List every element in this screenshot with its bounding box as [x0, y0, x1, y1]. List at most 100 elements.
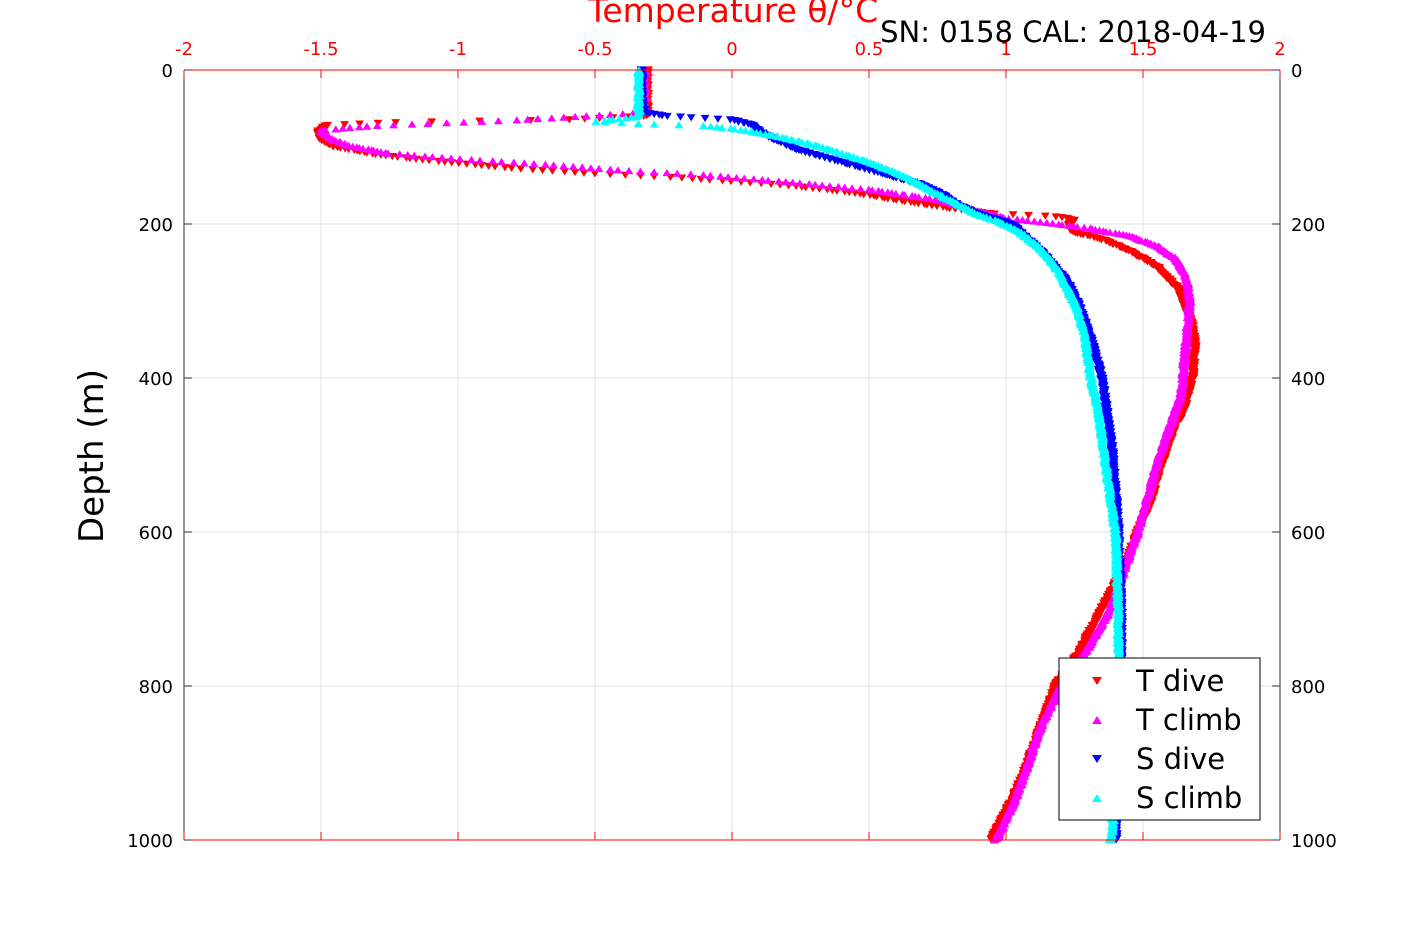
- data-point: [1012, 215, 1022, 223]
- data-point: [636, 167, 645, 175]
- data-point: [409, 151, 419, 159]
- data-point: [763, 176, 773, 184]
- data-point: [484, 162, 493, 170]
- data-point: [579, 169, 589, 177]
- x-tick-label: -2: [175, 39, 193, 60]
- data-point: [559, 113, 569, 121]
- x-tick-label: -1.5: [303, 39, 338, 60]
- data-point: [493, 116, 503, 125]
- data-point: [549, 161, 559, 169]
- x-tick-label: 0.5: [855, 39, 884, 60]
- legend-label: T dive: [1135, 664, 1224, 698]
- data-point: [900, 191, 910, 199]
- data-point: [590, 170, 600, 178]
- y-tick-label-right: 200: [1291, 215, 1325, 236]
- data-point: [512, 116, 522, 124]
- data-point: [795, 179, 805, 187]
- data-point: [528, 166, 538, 174]
- legend: T dive T climb S dive S climb: [1058, 657, 1261, 821]
- data-point: [547, 114, 557, 122]
- data-point: [700, 114, 710, 123]
- data-point: [372, 121, 382, 130]
- data-point: [840, 183, 850, 191]
- data-point: [1035, 218, 1045, 226]
- y-tick-label-right: 0: [1291, 61, 1302, 82]
- data-point: [1057, 220, 1067, 229]
- data-point: [686, 170, 696, 178]
- data-point: [362, 122, 372, 130]
- data-point: [617, 119, 627, 127]
- data-point: [570, 168, 580, 177]
- data-point: [564, 116, 574, 124]
- data-point: [605, 171, 615, 179]
- legend-label: T climb: [1135, 703, 1242, 737]
- data-point: [538, 166, 547, 175]
- x-tick-label: 0: [726, 39, 737, 60]
- data-point: [877, 187, 887, 195]
- y-tick-label-right: 600: [1291, 523, 1325, 544]
- x-tick-label: 2: [1274, 39, 1285, 60]
- data-point: [914, 193, 924, 201]
- data-point: [605, 165, 615, 173]
- chart-subtitle: SN: 0158 CAL: 2018-04-19: [880, 15, 1266, 49]
- y-tick-label-left: 600: [139, 523, 173, 544]
- data-point: [674, 121, 684, 129]
- data-point: [577, 163, 587, 171]
- data-point: [594, 111, 604, 119]
- data-point: [523, 115, 532, 123]
- data-point: [626, 113, 636, 121]
- data-point: [672, 169, 682, 177]
- data-point: [732, 173, 741, 182]
- data-point: [774, 177, 784, 185]
- data-point: [913, 200, 923, 208]
- data-point: [810, 180, 820, 188]
- data-point: [1079, 223, 1089, 231]
- y-axis-label: Depth (m): [72, 369, 112, 543]
- x-tick-label: -1: [449, 39, 467, 60]
- data-point: [676, 113, 685, 121]
- data-point: [633, 119, 643, 127]
- y-tick-label-left: 200: [139, 215, 173, 236]
- y-tick-label-left: 800: [139, 677, 173, 698]
- data-point: [1048, 219, 1057, 227]
- data-point: [649, 120, 659, 128]
- data-point: [500, 164, 510, 172]
- data-point: [624, 166, 634, 175]
- data-point: [749, 175, 759, 183]
- data-point: [467, 155, 476, 163]
- data-point: [1024, 211, 1033, 220]
- data-point: [340, 121, 349, 129]
- data-point: [423, 119, 433, 127]
- data-point: [437, 153, 447, 161]
- data-point: [788, 178, 798, 186]
- data-point: [699, 171, 708, 179]
- y-tick-label-right: 800: [1291, 677, 1325, 698]
- grid: [184, 70, 1280, 840]
- data-point: [1029, 217, 1039, 225]
- data-point: [600, 118, 610, 126]
- data-point: [613, 166, 623, 174]
- data-point: [570, 112, 580, 121]
- data-point: [825, 182, 835, 190]
- data-point: [338, 124, 348, 132]
- data-point: [516, 165, 526, 173]
- data-point: [1008, 211, 1018, 219]
- data-point: [847, 184, 857, 192]
- data-point: [662, 112, 672, 121]
- data-point: [559, 162, 568, 170]
- data-point: [459, 118, 469, 126]
- data-point: [932, 202, 942, 211]
- data-point: [781, 177, 791, 186]
- data-point: [529, 159, 539, 168]
- data-point: [662, 168, 672, 177]
- data-point: [1105, 228, 1115, 236]
- data-point: [713, 115, 723, 123]
- data-point: [1023, 216, 1032, 224]
- data-point: [427, 118, 437, 126]
- data-point: [757, 175, 767, 184]
- data-point: [739, 174, 749, 182]
- data-point: [383, 149, 393, 157]
- data-point: [730, 125, 739, 133]
- data-point: [560, 168, 570, 176]
